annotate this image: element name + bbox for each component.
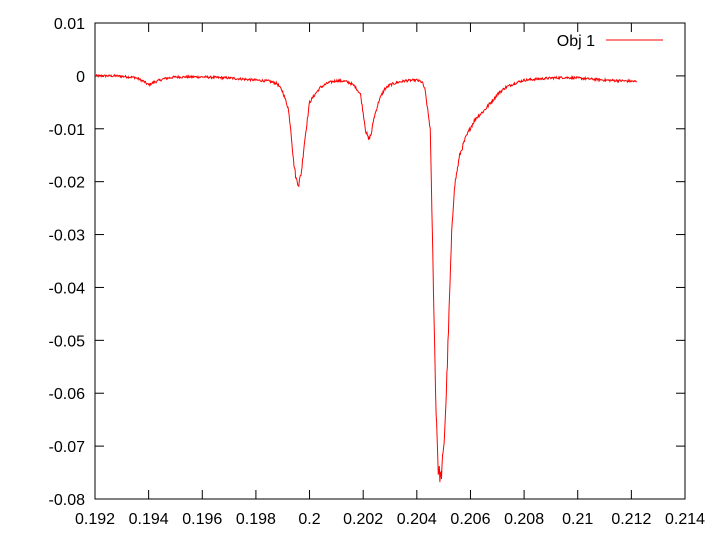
x-tick-label: 0.196 xyxy=(182,511,222,528)
x-tick-label: 0.194 xyxy=(129,511,169,528)
y-tick-label: -0.03 xyxy=(49,228,86,245)
x-tick-label: 0.212 xyxy=(611,511,651,528)
series-layer xyxy=(94,73,637,483)
axis-ticks xyxy=(94,22,686,500)
y-tick-label: -0.05 xyxy=(49,333,86,350)
y-tick-label: -0.02 xyxy=(49,175,86,192)
x-tick-label: 0.204 xyxy=(397,511,437,528)
x-tick-label: 0.21 xyxy=(562,511,593,528)
y-tick-label: 0.01 xyxy=(54,16,85,33)
x-tick-label: 0.198 xyxy=(236,511,276,528)
x-tick-label: 0.202 xyxy=(343,511,383,528)
x-tick-label: 0.192 xyxy=(75,511,115,528)
legend-label: Obj 1 xyxy=(557,33,595,50)
series-line xyxy=(94,73,637,483)
x-tick-label: 0.2 xyxy=(298,511,320,528)
x-tick-label: 0.208 xyxy=(504,511,544,528)
y-tick-label: -0.01 xyxy=(49,122,86,139)
legend: Obj 1 xyxy=(557,33,663,50)
plot-frame xyxy=(94,22,686,500)
y-tick-label: -0.07 xyxy=(49,439,86,456)
y-tick-label: -0.04 xyxy=(49,280,86,297)
x-tick-label: 0.206 xyxy=(450,511,490,528)
y-tick-label: -0.06 xyxy=(49,386,86,403)
y-tick-label: -0.08 xyxy=(49,492,86,509)
axis-tick-labels: 0.192 0.194 0.196 0.198 0.2 0.202 0.204 0.206 0.… xyxy=(49,16,706,528)
x-tick-label: 0.214 xyxy=(665,511,705,528)
y-tick-label: 0 xyxy=(76,69,85,86)
